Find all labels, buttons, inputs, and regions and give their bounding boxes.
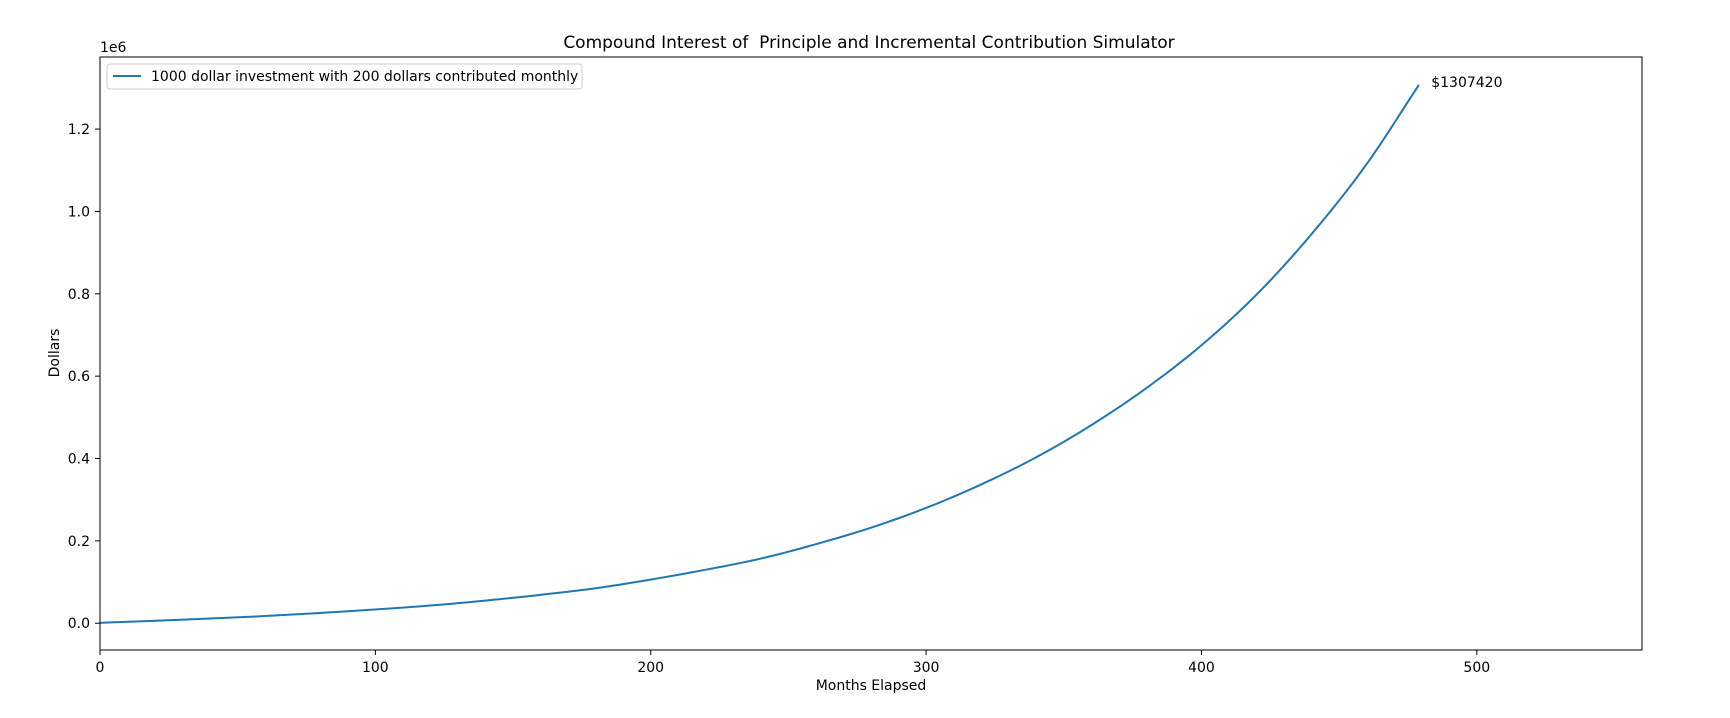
legend-label: 1000 dollar investment with 200 dollars … [151, 69, 578, 85]
x-axis-ticks: 0 100 200 300 400 500 [96, 650, 1490, 676]
x-tick-label: 400 [1188, 660, 1215, 676]
legend-box [106, 63, 583, 90]
x-tick-label: 500 [1463, 660, 1490, 676]
chart-title: Compound Interest of Principle and Incre… [563, 33, 1174, 53]
y-tick-label: 0.8 [68, 287, 90, 303]
x-tick-label: 0 [96, 660, 105, 676]
y-tick-label: 1.0 [68, 204, 90, 220]
y-tick-label: 0.2 [68, 534, 90, 550]
plot-marks [99, 84, 1420, 624]
series-line [99, 84, 1420, 624]
y-tick-label: 1.2 [68, 122, 90, 138]
end-value-annotation: $1307420 [1431, 75, 1502, 91]
y-tick-label: 0.4 [68, 452, 90, 468]
y-tick-label: 0.0 [68, 616, 90, 632]
plot-frame [99, 56, 1643, 651]
x-tick-label: 100 [362, 660, 389, 676]
x-tick-label: 200 [637, 660, 664, 676]
y-axis-label: Dollars [47, 329, 63, 378]
y-tick-label: 0.6 [68, 369, 90, 385]
legend: 1000 dollar investment with 200 dollars … [106, 63, 583, 90]
x-axis-label: Months Elapsed [816, 678, 927, 694]
x-tick-label: 300 [913, 660, 940, 676]
y-axis-ticks: 0.0 0.2 0.4 0.6 0.8 1.0 1.2 [68, 122, 100, 632]
y-offset-label: 1e6 [100, 40, 127, 56]
